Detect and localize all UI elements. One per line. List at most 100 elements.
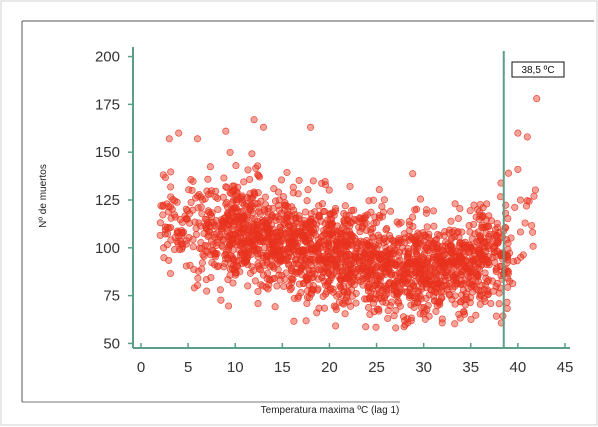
x-tick-label: 20 xyxy=(321,359,338,376)
scatter-point xyxy=(413,251,421,259)
scatter-point xyxy=(220,174,228,182)
scatter-point xyxy=(514,129,522,137)
scatter-point xyxy=(305,271,313,279)
scatter-point xyxy=(257,266,265,274)
scatter-point xyxy=(167,214,175,222)
scatter-point xyxy=(306,217,314,225)
scatter-point xyxy=(454,228,462,236)
x-tick-label: 25 xyxy=(368,359,385,376)
scatter-point xyxy=(189,235,197,244)
scatter-point xyxy=(256,249,264,257)
scatter-point xyxy=(458,239,467,247)
scatter-point xyxy=(321,281,330,289)
scatter-point xyxy=(517,253,525,261)
scatter-point xyxy=(280,282,288,291)
scatter-point xyxy=(280,216,288,224)
scatter-point xyxy=(391,271,399,279)
scatter-point xyxy=(214,194,222,202)
scatter-point xyxy=(324,248,332,256)
scatter-point xyxy=(173,198,181,206)
scatter-point xyxy=(492,283,500,291)
scatter-point xyxy=(199,196,207,204)
scatter-point xyxy=(439,261,447,269)
scatter-point xyxy=(507,234,515,242)
scatter-point xyxy=(375,272,383,280)
scatter-point xyxy=(401,321,409,329)
scatter-point xyxy=(364,304,373,312)
scatter-point xyxy=(464,273,472,281)
scatter-point xyxy=(238,260,246,268)
scatter-point xyxy=(387,235,395,243)
scatter-point xyxy=(193,135,202,143)
scatter-point xyxy=(495,289,503,297)
scatter-point xyxy=(250,116,258,124)
scatter-point xyxy=(178,218,186,226)
scatter-point xyxy=(285,211,293,219)
y-tick-label: 200 xyxy=(95,49,120,66)
scatter-point xyxy=(302,317,310,325)
scatter-point xyxy=(251,277,259,285)
scatter-point xyxy=(470,201,478,209)
scatter-point xyxy=(216,233,224,241)
scatter-point xyxy=(457,268,465,276)
scatter-point xyxy=(429,282,438,290)
scatter-point xyxy=(523,197,531,205)
scatter-point xyxy=(482,223,490,231)
scatter-point xyxy=(367,225,375,234)
scatter-point xyxy=(469,257,477,265)
scatter-point xyxy=(465,264,473,273)
scatter-point xyxy=(425,291,433,299)
scatter-point xyxy=(422,280,430,288)
scatter-point xyxy=(216,286,224,294)
scatter-point xyxy=(466,273,474,281)
scatter-point xyxy=(372,323,380,331)
scatter-point xyxy=(185,186,193,194)
scatter-point xyxy=(263,234,271,242)
scatter-point xyxy=(475,207,484,215)
scatter-point xyxy=(189,243,197,251)
scatter-point xyxy=(379,258,387,266)
scatter-point xyxy=(258,218,266,226)
scatter-point xyxy=(472,285,480,293)
scatter-point xyxy=(167,168,175,176)
scatter-point xyxy=(244,282,252,290)
scatter-point xyxy=(479,257,488,265)
scatter-point xyxy=(484,291,492,299)
scatter-point xyxy=(254,300,262,308)
scatter-point xyxy=(192,194,200,202)
scatter-point xyxy=(164,208,172,216)
scatter-point xyxy=(370,219,378,227)
scatter-point xyxy=(178,240,186,248)
scatter-point xyxy=(281,201,289,209)
scatter-point xyxy=(341,202,349,210)
scatter-point xyxy=(491,248,499,256)
scatter-point xyxy=(479,204,487,212)
scatter-point xyxy=(217,296,225,304)
scatter-point xyxy=(496,193,505,201)
scatter-point xyxy=(352,289,360,297)
scatter-point xyxy=(360,271,368,279)
scatter-point xyxy=(222,255,230,263)
scatter-point xyxy=(492,268,500,276)
scatter-point xyxy=(302,254,310,263)
scatter-point xyxy=(182,240,190,248)
scatter-point xyxy=(394,297,402,305)
scatter-point xyxy=(309,177,317,185)
scatter-point xyxy=(440,232,448,240)
scatter-point xyxy=(457,280,465,289)
scatter-point xyxy=(347,272,355,280)
scatter-point xyxy=(290,317,298,325)
scatter-point xyxy=(264,285,272,293)
scatter-point xyxy=(205,231,213,239)
scatter-point xyxy=(482,216,490,224)
scatter-point xyxy=(230,231,239,239)
scatter-point xyxy=(207,187,215,195)
scatter-points xyxy=(156,95,541,332)
scatter-point xyxy=(438,247,446,255)
scatter-point xyxy=(429,207,438,215)
scatter-point xyxy=(521,219,529,227)
scatter-point xyxy=(407,314,415,322)
scatter-point xyxy=(338,291,346,299)
scatter-point xyxy=(273,282,281,290)
scatter-point xyxy=(392,261,400,269)
